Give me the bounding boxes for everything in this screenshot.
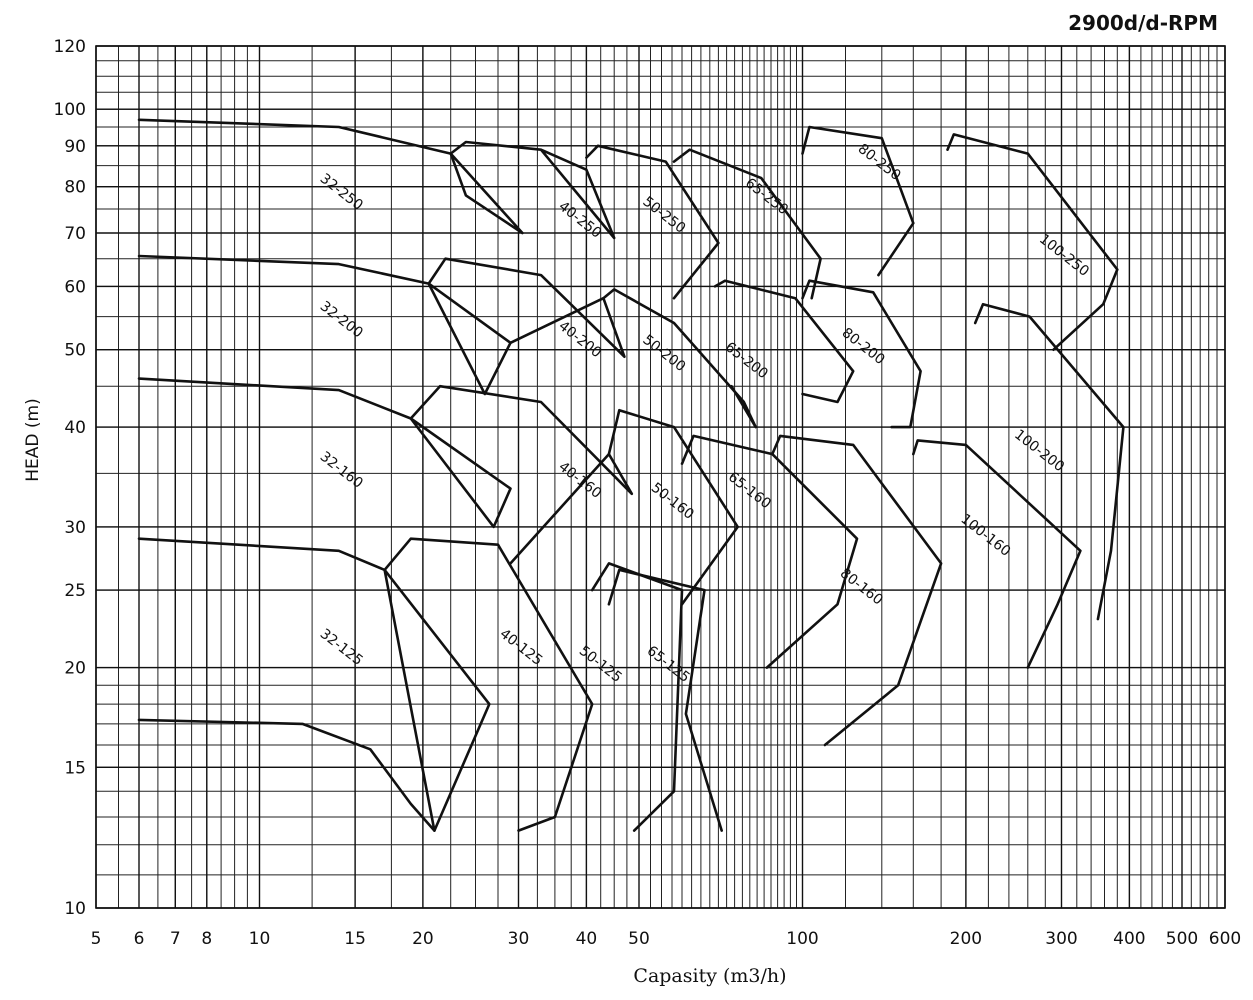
x-tick-label: 8: [201, 929, 212, 949]
x-tick-label: 200: [950, 929, 982, 949]
pump-curve-32-200: [137, 254, 512, 396]
curve-label: 50-200: [639, 332, 688, 375]
x-tick-label: 5: [91, 929, 102, 949]
chart-title: 2900d/d-RPM: [1068, 11, 1218, 35]
pump-curve-40-125: [383, 537, 594, 832]
curve-label: 40-160: [555, 459, 604, 502]
y-tick-label: 70: [64, 224, 86, 244]
pump-curves: [137, 118, 1125, 832]
x-tick-label: 50: [628, 929, 650, 949]
x-tick-label: 100: [786, 929, 818, 949]
curve-label: 32-125: [317, 626, 366, 669]
y-tick-label: 50: [64, 341, 86, 361]
pump-curve-65-125: [607, 568, 724, 832]
y-axis-label: HEAD (m): [23, 398, 43, 481]
curve-label: 80-250: [855, 141, 904, 184]
pump-curve-32-250: [137, 118, 524, 235]
curve-label: 65-125: [644, 643, 693, 686]
pump-curve-100-250: [946, 133, 1119, 352]
grid: [95, 45, 1226, 909]
x-tick-label: 300: [1045, 929, 1077, 949]
pump-curve-50-200: [602, 288, 758, 429]
curve-label: 100-200: [1011, 427, 1067, 476]
x-tick-label: 15: [344, 929, 366, 949]
curve-label: 40-250: [555, 198, 604, 241]
x-tick-label: 7: [170, 929, 181, 949]
curve-label: 40-200: [555, 318, 604, 361]
y-tick-label: 10: [64, 899, 86, 919]
x-tick-label: 600: [1209, 929, 1241, 949]
pump-curve-40-250: [449, 140, 616, 240]
x-tick-label: 400: [1113, 929, 1145, 949]
pump-curve-80-200: [801, 279, 922, 429]
pump-curve-100-160: [911, 439, 1082, 669]
x-tick-label: 6: [134, 929, 145, 949]
x-tick-label: 40: [576, 929, 598, 949]
y-tick-label: 30: [64, 518, 86, 538]
y-tick-label: 60: [64, 277, 86, 297]
pump-curve-32-160: [137, 377, 512, 529]
pump-curve-50-125: [590, 562, 684, 832]
x-axis-label: Capasity (m3/h): [633, 965, 786, 987]
pump-curve-40-160: [409, 384, 634, 565]
x-tick-label: 500: [1166, 929, 1198, 949]
plot-frame: [95, 45, 1226, 909]
pump-curve-65-250: [672, 148, 822, 300]
pump-curve-100-200: [973, 302, 1125, 621]
x-tick-label: 20: [412, 929, 434, 949]
axis-ticks: 5 6 7 8 10 15 20 30 40 50 100 200 300 400 500 600 10 15 20…: [54, 37, 1242, 949]
curve-label: 32-160: [317, 449, 366, 492]
y-tick-label: 25: [64, 581, 86, 601]
y-tick-label: 90: [64, 137, 86, 157]
pump-curve-32-125: [137, 537, 491, 832]
pump-curve-32-125-low: [137, 718, 436, 832]
pump-curve-80-250: [801, 125, 915, 277]
y-tick-label: 40: [64, 418, 86, 438]
curve-label: 100-250: [1036, 231, 1092, 280]
y-tick-label: 15: [64, 758, 86, 778]
x-tick-label: 10: [249, 929, 271, 949]
curve-label: 40-125: [496, 626, 545, 669]
y-tick-label: 80: [64, 178, 86, 198]
curve-label: 32-200: [317, 298, 366, 341]
pump-curve-65-160: [680, 434, 859, 669]
curve-label: 50-250: [639, 194, 688, 237]
y-tick-label: 20: [64, 659, 86, 679]
pump-curve-80-160: [770, 434, 943, 747]
y-tick-label: 120: [54, 37, 86, 57]
curve-label: 80-160: [837, 565, 886, 608]
pump-curve-50-250: [585, 144, 720, 300]
curve-label: 65-200: [722, 339, 771, 382]
pump-curve-40-200: [427, 257, 626, 359]
pump-curve-50-160: [607, 408, 740, 606]
y-tick-label: 100: [54, 100, 86, 120]
pump-curve-65-200: [713, 279, 855, 404]
x-tick-label: 30: [508, 929, 530, 949]
curve-label: 32-250: [317, 171, 366, 214]
